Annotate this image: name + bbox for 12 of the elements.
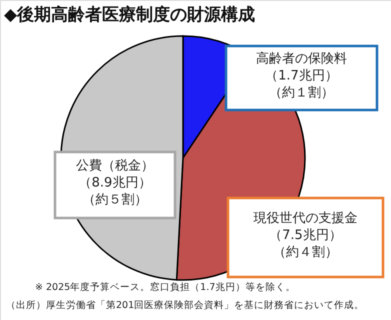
text: （出所）厚生労働省「第201回医療保険部会資料」を基に財務省において作成。	[6, 299, 364, 311]
text: （約４割）	[273, 245, 338, 260]
chart-title: ◆後期高齢者医療制度の財源構成	[4, 5, 256, 25]
data-label: （1.7兆円）	[265, 68, 338, 84]
data-label: （8.9兆円）	[78, 176, 152, 190]
slice-label: 現役世代の支援金	[254, 211, 358, 226]
data-label: （7.5兆円）	[269, 228, 342, 243]
text: （約５割）	[82, 192, 148, 208]
slice-label: 公費（税金）	[76, 158, 154, 174]
text: ※ 2025年度予算ベース。窓口負担（1.7兆円）等を除く。	[35, 281, 296, 293]
text: （約１割）	[269, 86, 334, 100]
slice-label: 高齢者の保険料	[256, 50, 347, 66]
